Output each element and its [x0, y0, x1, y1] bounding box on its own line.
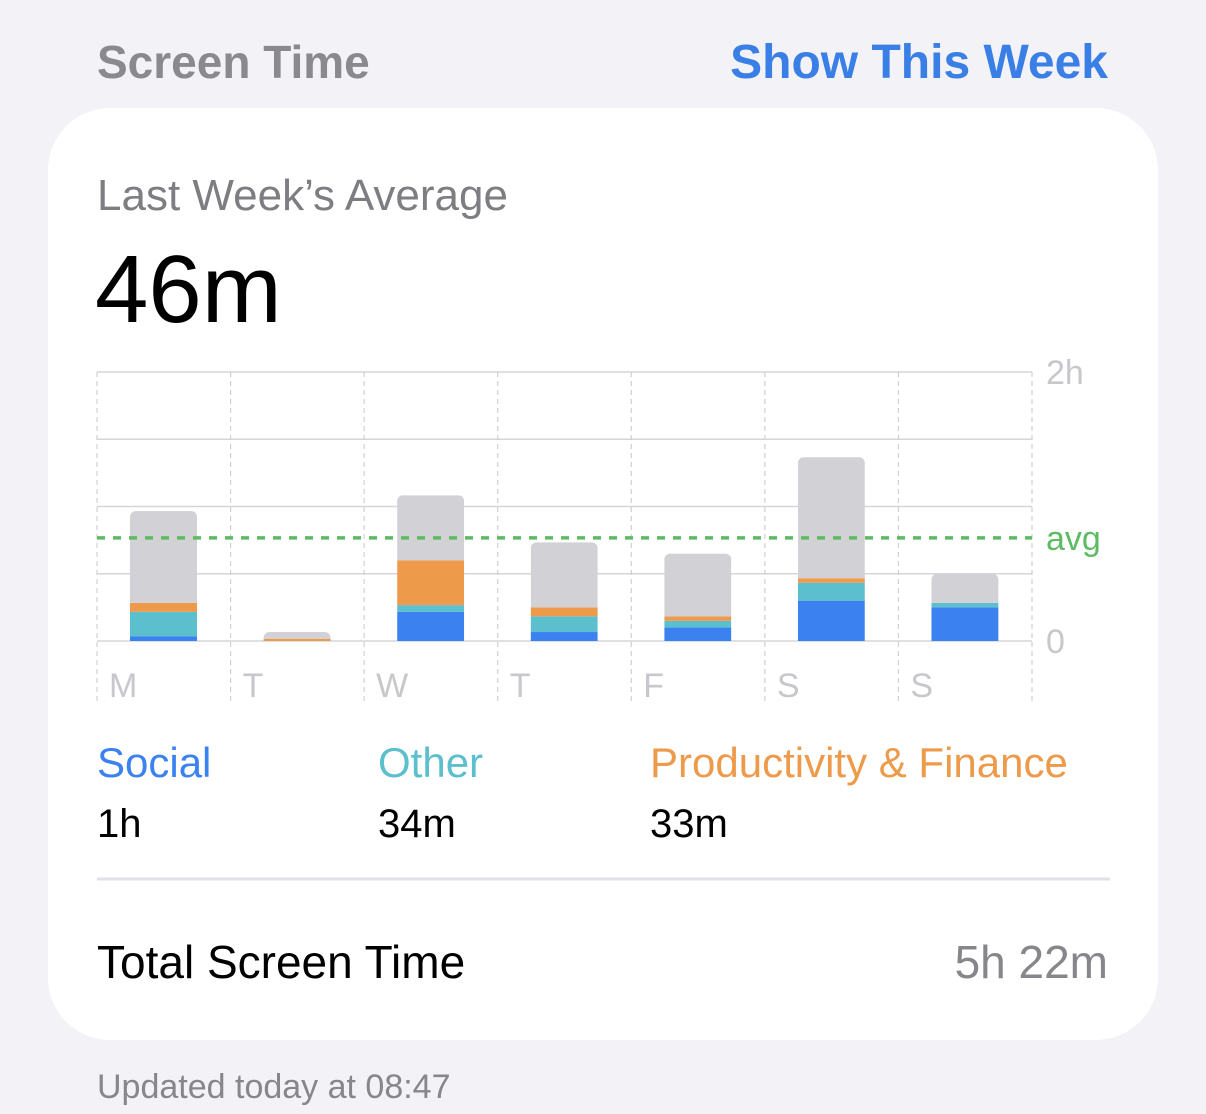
bar-segment: [130, 636, 197, 641]
bar-segment: [931, 602, 999, 608]
bar-segment: [530, 616, 598, 633]
bar-segment: [263, 638, 331, 641]
bar-segment: [130, 602, 197, 612]
bar-segment: [130, 510, 197, 603]
footer: Updated today at 08:47: [97, 1068, 451, 1106]
show-this-week-button[interactable]: Show This Week: [730, 36, 1108, 89]
bar-segment: [931, 573, 999, 603]
total-label: Total Screen Time: [97, 936, 465, 988]
bar-segment: [931, 607, 999, 641]
legend-total: 1h: [97, 802, 142, 846]
bar-segment: [530, 607, 598, 617]
x-tick-label: S: [910, 667, 933, 705]
total-value: 5h 22m: [955, 936, 1108, 988]
legend-name: Productivity & Finance: [650, 739, 1068, 786]
bar-segment: [664, 627, 732, 641]
x-tick-label: M: [109, 667, 137, 705]
bar-segment: [664, 553, 732, 617]
legend-name: Other: [378, 739, 483, 786]
legend: Social 1h Other 34m Productivity & Finance 33…: [97, 739, 1068, 846]
bar-segment: [130, 611, 197, 637]
legend-total: 33m: [650, 802, 728, 846]
x-tick-label: W: [376, 667, 408, 705]
x-tick-label: S: [777, 667, 800, 705]
average-value: 46m: [95, 236, 282, 343]
bar-segment: [530, 632, 598, 641]
bar-segment: [797, 578, 865, 583]
bar-segment: [397, 560, 465, 606]
bar-segment: [397, 495, 465, 561]
average-label: Last Week’s Average: [97, 171, 508, 220]
bar-segment: [263, 632, 331, 639]
bar-segment: [397, 611, 465, 641]
legend-name: Social: [97, 739, 211, 786]
y-tick-label: 2h: [1046, 354, 1084, 392]
bar-segment: [530, 542, 598, 608]
bar-segment: [797, 457, 865, 579]
average-label: avg: [1046, 520, 1101, 558]
bar-segment: [397, 605, 465, 612]
section-title: Screen Time: [97, 36, 370, 88]
bar-segment: [664, 616, 732, 621]
bar-segment: [797, 582, 865, 601]
bar-segment: [664, 620, 732, 628]
bar-segment: [797, 600, 865, 641]
x-tick-label: T: [510, 667, 531, 705]
y-tick-label: 0: [1046, 623, 1065, 661]
legend-total: 34m: [378, 802, 456, 846]
x-tick-label: F: [643, 667, 664, 705]
x-tick-label: T: [243, 667, 264, 705]
